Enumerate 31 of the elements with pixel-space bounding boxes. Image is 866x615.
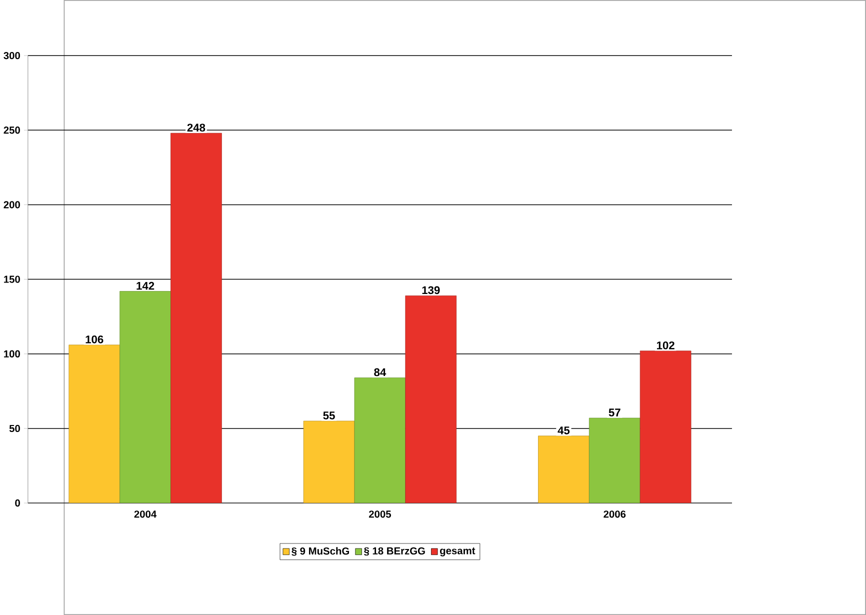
- bar: [120, 291, 171, 503]
- y-tick-label: 150: [4, 276, 20, 283]
- bar: [405, 295, 457, 503]
- x-tick-label: 2005: [368, 510, 391, 518]
- y-tick-label: 250: [4, 126, 20, 134]
- data-label: 142: [136, 282, 154, 290]
- data-label: 84: [374, 368, 386, 376]
- x-tick-label: 2006: [604, 510, 626, 518]
- data-label: 139: [422, 286, 440, 294]
- y-tick-label: 100: [4, 350, 20, 358]
- x-tick-label: 2004: [134, 510, 157, 518]
- data-label: 102: [656, 341, 674, 350]
- y-tick-label: 50: [9, 424, 20, 432]
- bar: [640, 350, 692, 503]
- data-label: 45: [558, 426, 570, 434]
- bar: [170, 132, 222, 503]
- bar: [538, 436, 590, 503]
- data-label: 55: [323, 412, 335, 420]
- y-tick-label: 200: [4, 201, 20, 208]
- bar: [303, 420, 355, 503]
- legend-label: § 9 MuSchG: [292, 547, 350, 556]
- data-label: 248: [187, 124, 206, 132]
- y-tick-label: 300: [4, 52, 20, 60]
- data-label: 57: [608, 408, 620, 416]
- bar: [354, 378, 406, 503]
- data-label: 106: [86, 335, 104, 344]
- bar: [588, 418, 640, 503]
- bar: [68, 344, 120, 503]
- y-tick-label: 0: [15, 499, 20, 507]
- legend-label: gesamt: [440, 548, 476, 556]
- legend-label: § 18 BErzGG: [364, 547, 425, 556]
